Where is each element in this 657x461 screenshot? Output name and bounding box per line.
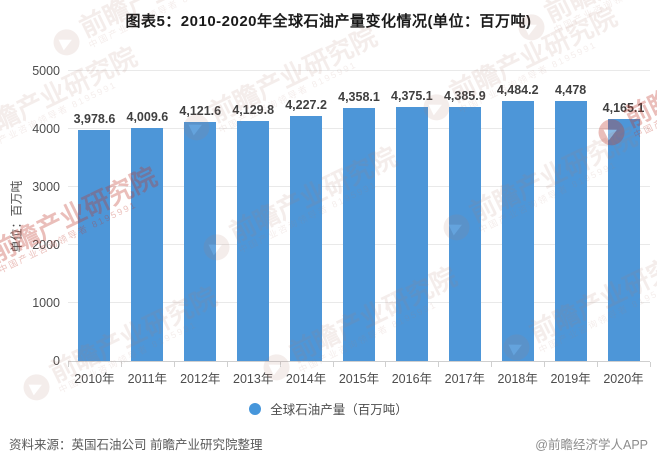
bar-value-label: 4,358.1: [338, 90, 380, 105]
bar-cell: 4,129.8: [227, 71, 280, 361]
bar-value-label: 4,165.1: [602, 101, 645, 116]
bar-value-label: 4,385.9: [443, 88, 486, 103]
footer: 资料来源：英国石油公司 前瞻产业研究院整理 @前瞻经济学人APP: [9, 434, 648, 453]
y-tick-label: 1000: [32, 296, 60, 310]
x-axis-label: 2011年: [127, 372, 168, 386]
bar: [237, 121, 270, 361]
bar-value-label: 4,484.2: [496, 82, 539, 97]
y-tick-label: 4000: [32, 122, 60, 136]
bar: [131, 128, 164, 361]
legend: 全球石油产量（百万吨）: [0, 399, 657, 418]
bar-value-label: 4,009.6: [126, 110, 169, 125]
bar-value-label: 4,375.1: [391, 89, 433, 104]
x-axis-label: 2012年: [180, 372, 221, 386]
bar: [501, 100, 534, 361]
tick-mark: [545, 362, 599, 367]
bar-value-label: 4,129.8: [232, 103, 275, 118]
x-axis-label: 2017年: [444, 372, 485, 386]
bar-value-label: 3,978.6: [73, 112, 116, 127]
bar: [342, 108, 375, 361]
bar: [290, 115, 323, 361]
bar-value-label: 4,478: [554, 83, 587, 98]
x-axis-label: 2019年: [550, 372, 591, 386]
bar-cell: 4,484.2: [491, 71, 544, 361]
bar-cell: 3,978.6: [68, 71, 121, 361]
x-axis-ticks: [68, 362, 651, 367]
bar-cell: 4,227.2: [280, 71, 333, 361]
tick-mark: [334, 362, 387, 367]
x-axis-label: 2010年: [74, 372, 115, 386]
legend-marker-icon: [249, 402, 262, 415]
x-axis-label: 2020年: [603, 372, 644, 386]
y-tick-label: 0: [53, 354, 60, 368]
tick-mark: [281, 362, 334, 367]
bar: [448, 106, 481, 361]
credit-text: @前瞻经济学人APP: [535, 438, 648, 452]
bar-cell: 4,009.6: [121, 71, 174, 361]
bar-cell: 4,358.1: [333, 71, 386, 361]
bar-cell: 4,478: [544, 71, 597, 361]
bar: [78, 130, 111, 361]
bar-value-label: 4,227.2: [285, 97, 327, 112]
x-axis-label: 2016年: [391, 372, 433, 386]
x-axis-label: 2015年: [338, 372, 380, 386]
bar-series: 3,978.6 4,009.6 4,121.6 4,129.8 4,227.2 4,358…: [68, 71, 650, 361]
bar: [607, 119, 640, 361]
tick-mark: [228, 362, 281, 367]
chart-title: 图表5：2010-2020年全球石油产量变化情况(单位：百万吨): [125, 13, 532, 30]
bar-value-label: 4,121.6: [179, 103, 222, 118]
bar: [395, 107, 428, 361]
data-source-text: 资料来源：英国石油公司 前瞻产业研究院整理: [9, 438, 263, 452]
x-axis-label: 2013年: [233, 372, 274, 386]
y-tick-label: 3000: [32, 180, 60, 194]
bar: [554, 101, 587, 361]
bar-cell: 4,121.6: [174, 71, 227, 361]
y-axis-tick-labels: 0 1000 2000 3000 4000 5000: [0, 64, 60, 368]
gridline: [68, 70, 650, 71]
y-tick-label: 2000: [32, 238, 60, 252]
legend-label: 全球石油产量（百万吨）: [270, 403, 408, 417]
tick-mark: [175, 362, 228, 367]
y-tick-label: 5000: [32, 64, 60, 78]
x-axis-label: 2018年: [497, 372, 538, 386]
bar-cell: 4,375.1: [385, 71, 438, 361]
tick-mark: [69, 362, 122, 367]
bar: [184, 121, 217, 361]
x-axis-label: 2014年: [285, 372, 327, 386]
tick-mark: [492, 362, 546, 367]
bar-cell: 4,165.1: [597, 71, 650, 361]
bar-cell: 4,385.9: [438, 71, 491, 361]
tick-mark: [439, 362, 493, 367]
tick-mark: [598, 362, 651, 367]
x-axis-labels: 2010年 2011年 2012年 2013年 2014年 2015年 2016年 2017年…: [68, 368, 650, 387]
tick-mark: [386, 362, 440, 367]
tick-mark: [122, 362, 175, 367]
